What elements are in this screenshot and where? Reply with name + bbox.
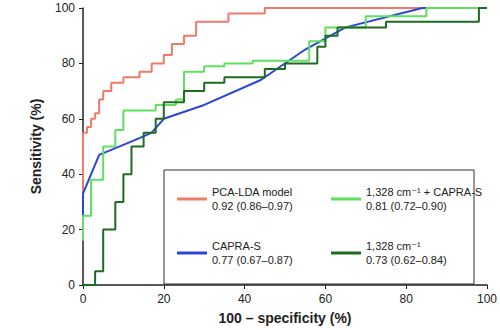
svg-text:80: 80 (62, 56, 76, 70)
svg-text:0: 0 (80, 292, 87, 306)
svg-text:20: 20 (62, 223, 76, 237)
svg-text:0.81 (0.72–0.90): 0.81 (0.72–0.90) (366, 200, 447, 212)
svg-text:0.73 (0.62–0.84): 0.73 (0.62–0.84) (366, 254, 447, 266)
svg-text:20: 20 (157, 292, 171, 306)
svg-text:80: 80 (400, 292, 414, 306)
svg-text:0.77 (0.67–0.87): 0.77 (0.67–0.87) (212, 254, 293, 266)
svg-text:PCA-LDA model: PCA-LDA model (212, 186, 292, 198)
svg-text:40: 40 (62, 167, 76, 181)
svg-text:1,328 cm⁻¹ + CAPRA-S: 1,328 cm⁻¹ + CAPRA-S (366, 186, 482, 198)
svg-text:0: 0 (68, 278, 75, 292)
svg-text:100: 100 (477, 292, 497, 306)
svg-text:1,328 cm⁻¹: 1,328 cm⁻¹ (366, 240, 421, 252)
svg-text:Sensitivity (%): Sensitivity (%) (28, 99, 44, 195)
svg-text:100 – specificity (%): 100 – specificity (%) (218, 310, 351, 326)
svg-text:100: 100 (55, 1, 75, 15)
svg-text:CAPRA-S: CAPRA-S (212, 240, 261, 252)
svg-text:40: 40 (238, 292, 252, 306)
svg-text:60: 60 (319, 292, 333, 306)
svg-text:0.92 (0.86–0.97): 0.92 (0.86–0.97) (212, 200, 293, 212)
svg-text:60: 60 (62, 112, 76, 126)
